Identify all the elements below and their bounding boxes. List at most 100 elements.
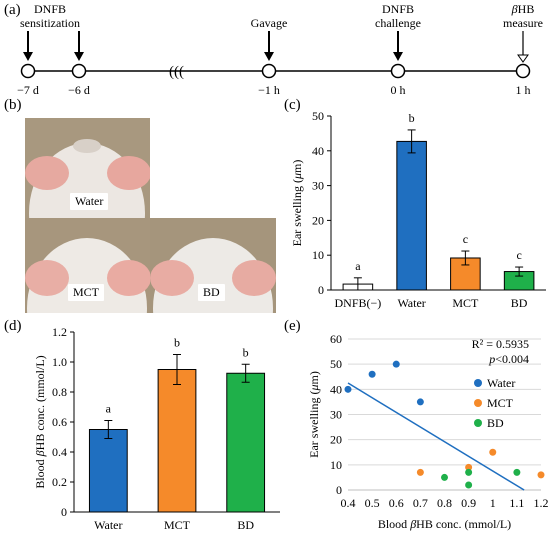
- data-point: [465, 463, 473, 471]
- x-tick-label: 0.4: [341, 496, 356, 510]
- x-tick-label: 0.9: [461, 496, 476, 510]
- arrowhead-sensitization-1: [23, 52, 33, 61]
- y-tick-label: 10: [330, 458, 342, 472]
- timeline-break: (((: [169, 64, 184, 80]
- event-challenge-label-2: challenge: [375, 16, 421, 30]
- x-tick-label: 0.6: [389, 496, 404, 510]
- y-tick-label: 50: [330, 357, 342, 371]
- panel-label-a: (a): [4, 2, 21, 18]
- y-tick-label: 0: [336, 483, 342, 497]
- photo-bd: BD: [150, 218, 276, 313]
- time-label-1h: 1 h: [516, 83, 531, 97]
- legend-marker: [474, 379, 482, 387]
- time-label-0h: 0 h: [391, 83, 406, 97]
- r-squared-annotation: R² = 0.5935: [472, 337, 529, 351]
- legend-marker: [474, 399, 482, 407]
- timepoint-1h: [515, 63, 531, 79]
- y-axis-label: Ear swelling (μm): [307, 371, 321, 458]
- arrowhead-challenge: [393, 52, 403, 61]
- legend-label: Water: [487, 376, 515, 390]
- x-tick-label: 1.2: [534, 496, 549, 510]
- data-point: [537, 471, 545, 479]
- photo-water: Water: [25, 118, 150, 218]
- y-tick-label: 0: [61, 505, 67, 519]
- time-label-minus1h: −1 h: [258, 83, 280, 97]
- time-label-minus6d: −6 d: [68, 83, 90, 97]
- bar: [88, 429, 128, 513]
- x-tick-label: 0.7: [413, 496, 428, 510]
- legend-label: BD: [487, 416, 504, 430]
- photo-label-mct: MCT: [68, 284, 105, 301]
- data-point: [441, 473, 448, 481]
- data-point: [465, 481, 473, 489]
- y-tick-label: 50: [312, 109, 324, 123]
- y-tick-label: 40: [330, 382, 342, 396]
- bar: [396, 140, 427, 291]
- y-axis-label: Blood βHB conc. (mmol/L): [33, 355, 47, 488]
- significance-letter: c: [463, 232, 468, 246]
- trendline: [347, 382, 525, 491]
- y-axis-label: Ear swelling (μm): [290, 160, 304, 247]
- significance-letter: c: [516, 248, 521, 262]
- panel-label-c: (c): [284, 97, 301, 113]
- mouse-ear-illustration: [150, 218, 276, 313]
- timepoint-minus1h: [261, 63, 277, 79]
- arrowhead-measure: [517, 54, 529, 63]
- data-point: [416, 468, 424, 476]
- significance-letter: a: [106, 402, 112, 416]
- chart-ear-swelling: 0 10 20 30 40 50 Ear swelling (μm) a DNFB(−) b Wat…: [290, 109, 546, 310]
- x-tick-label: 1.1: [509, 496, 524, 510]
- panel-label-e: (e): [284, 318, 301, 334]
- y-tick-label: 40: [312, 144, 324, 158]
- y-tick-label: 1.0: [52, 355, 67, 369]
- y-tick-label: 0.8: [52, 385, 67, 399]
- bar: [157, 369, 197, 513]
- chart-blood-bhb: 0 0.2 0.4 0.6 0.8 1.0 1.2 Blood βHB conc. (mmol…: [33, 325, 280, 532]
- y-tick-label: 30: [330, 408, 342, 422]
- x-tick-label: 1: [490, 496, 496, 510]
- significance-letter: b: [174, 336, 180, 350]
- panel-label-b: (b): [4, 97, 22, 113]
- event-measure-label-1: βHB: [511, 2, 535, 16]
- legend-marker: [474, 419, 482, 427]
- bar: [226, 372, 266, 513]
- p-value-annotation: p<0.004: [488, 352, 529, 366]
- x-tick-label: MCT: [452, 296, 479, 310]
- data-point: [489, 448, 497, 456]
- y-tick-label: 1.2: [52, 325, 67, 339]
- timeline: ((( DNFB sensitization Gavage DNFB chall…: [17, 2, 543, 97]
- legend-label: MCT: [487, 396, 514, 410]
- event-measure-label-2: measure: [503, 16, 543, 30]
- data-point: [368, 370, 376, 378]
- y-tick-label: 20: [330, 433, 342, 447]
- time-label-minus7d: −7 d: [17, 83, 39, 97]
- event-gavage-label: Gavage: [251, 16, 288, 30]
- photo-label-bd: BD: [198, 284, 225, 301]
- panel-label-d: (d): [4, 318, 22, 334]
- x-tick-label: Water: [94, 518, 122, 532]
- event-sensitization-label-1: DNFB: [34, 2, 66, 16]
- mouse-ear-illustration: [25, 218, 150, 313]
- x-axis-label: Blood βHB conc. (mmol/L): [378, 517, 511, 531]
- y-tick-label: 0: [318, 283, 324, 297]
- y-tick-label: 20: [312, 213, 324, 227]
- data-point: [513, 468, 521, 476]
- significance-letter: b: [409, 111, 415, 125]
- chart-scatter: 0 10 20 30 40 50 60 0.4 0.5 0.6 0.7 0.8 0.9 1 1.1 1.2 Bl…: [307, 332, 549, 531]
- y-tick-label: 0.2: [52, 475, 67, 489]
- y-tick-label: 30: [312, 179, 324, 193]
- x-tick-label: Water: [397, 296, 425, 310]
- data-point: [465, 468, 473, 476]
- event-sensitization-label-2: sensitization: [20, 16, 80, 30]
- data-point: [392, 360, 400, 368]
- y-tick-label: 10: [312, 248, 324, 262]
- arrowhead-sensitization-2: [74, 52, 84, 61]
- significance-letter: a: [355, 259, 361, 273]
- y-tick-label: 0.6: [52, 415, 67, 429]
- x-tick-label: BD: [511, 296, 528, 310]
- photo-label-water: Water: [70, 193, 109, 210]
- arrowhead-gavage: [264, 52, 274, 61]
- data-point: [344, 385, 352, 393]
- x-tick-label: BD: [237, 518, 254, 532]
- timepoint-minus6d: [71, 63, 87, 79]
